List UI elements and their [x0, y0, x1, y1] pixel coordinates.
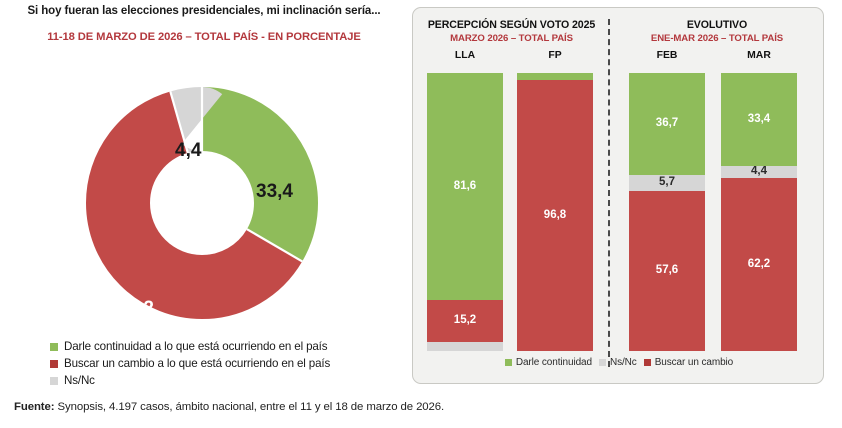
group1-title: PERCEPCIÓN SEGÚN VOTO 2025	[427, 19, 596, 31]
bar-segment-mar-cambio: 62,2	[721, 178, 797, 351]
bar-legend-label-continuidad: Darle continuidad	[515, 357, 592, 368]
bar-legend-swatch-gray	[598, 359, 606, 366]
bar-legend-item-nsnc: Ns/Nc	[598, 357, 637, 368]
legend-swatch-green	[50, 342, 58, 351]
group2-title: EVOLUTIVO	[686, 19, 748, 31]
bar-charts-panel: PERCEPCIÓN SEGÚN VOTO 2025 MARZO 2026 – …	[412, 7, 824, 384]
bar-segment-fp-cambio: 96,8	[517, 79, 593, 351]
bar-category-lla: LLA	[454, 50, 476, 61]
donut-chart-panel: Si hoy fueran las elecciones presidencia…	[0, 0, 408, 392]
bar-category-mar: MAR	[747, 50, 771, 61]
page-subtitle: 11-18 DE MARZO DE 2026 – TOTAL PAÍS - EN…	[47, 31, 361, 43]
bar-legend-swatch-red	[643, 359, 651, 366]
bar-legend-swatch-green	[504, 359, 512, 366]
panel-divider	[608, 19, 610, 367]
bar-legend-item-continuidad: Darle continuidad	[504, 357, 592, 368]
stacked-bar-fp: 96,8	[517, 73, 593, 351]
group2-subtitle: ENE-MAR 2026 – TOTAL PAÍS	[650, 33, 784, 44]
bar-legend: Darle continuidad Ns/Nc Buscar un cambio	[413, 357, 825, 368]
stacked-bar-feb: 36,7 5,7 57,6	[629, 73, 705, 351]
bar-segment-lla-nsnc	[427, 342, 503, 351]
donut-legend: Darle continuidad a lo que está ocurrien…	[50, 339, 390, 390]
bar-segment-fp-continuidad	[517, 73, 593, 80]
legend-label-nsnc: Ns/Nc	[64, 373, 95, 387]
bar-segment-mar-continuidad: 33,4	[721, 73, 797, 166]
bar-segment-lla-cambio: 15,2	[427, 299, 503, 343]
legend-swatch-gray	[50, 376, 58, 385]
group1-subtitle: MARZO 2026 – TOTAL PAÍS	[450, 33, 573, 44]
source-note-text: Synopsis, 4.197 casos, ámbito nacional, …	[54, 401, 445, 413]
bar-segment-lla-continuidad: 81,6	[427, 73, 503, 300]
legend-label-continuidad: Darle continuidad a lo que está ocurrien…	[64, 339, 328, 353]
bar-segment-feb-nsnc: 5,7	[629, 175, 705, 191]
donut-slice-red	[86, 87, 318, 319]
legend-item-nsnc: Ns/Nc	[50, 373, 390, 388]
page-title: Si hoy fueran las elecciones presidencia…	[27, 5, 381, 17]
bar-category-fp: FP	[548, 50, 562, 61]
legend-item-continuidad: Darle continuidad a lo que está ocurrien…	[50, 339, 390, 354]
bar-segment-feb-continuidad: 36,7	[629, 73, 705, 176]
donut-svg	[86, 87, 318, 319]
bar-segment-mar-nsnc: 4,4	[721, 165, 797, 179]
stacked-bar-mar: 33,4 4,4 62,2	[721, 73, 797, 351]
donut-chart: 33,4 62,2 4,4	[57, 58, 347, 348]
legend-item-cambio: Buscar un cambio a lo que está ocurriend…	[50, 356, 390, 371]
bar-segment-feb-cambio: 57,6	[629, 190, 705, 351]
bar-legend-label-cambio: Buscar un cambio	[654, 357, 734, 368]
bar-legend-item-cambio: Buscar un cambio	[643, 357, 734, 368]
legend-swatch-red	[50, 359, 58, 368]
source-note: Fuente: Synopsis, 4.197 casos, ámbito na…	[14, 401, 814, 413]
source-note-prefix: Fuente:	[14, 401, 55, 413]
legend-label-cambio: Buscar un cambio a lo que está ocurriend…	[64, 356, 331, 370]
bar-legend-label-nsnc: Ns/Nc	[609, 357, 637, 368]
stacked-bar-lla: 81,6 15,2	[427, 73, 503, 351]
bar-category-feb: FEB	[656, 50, 678, 61]
